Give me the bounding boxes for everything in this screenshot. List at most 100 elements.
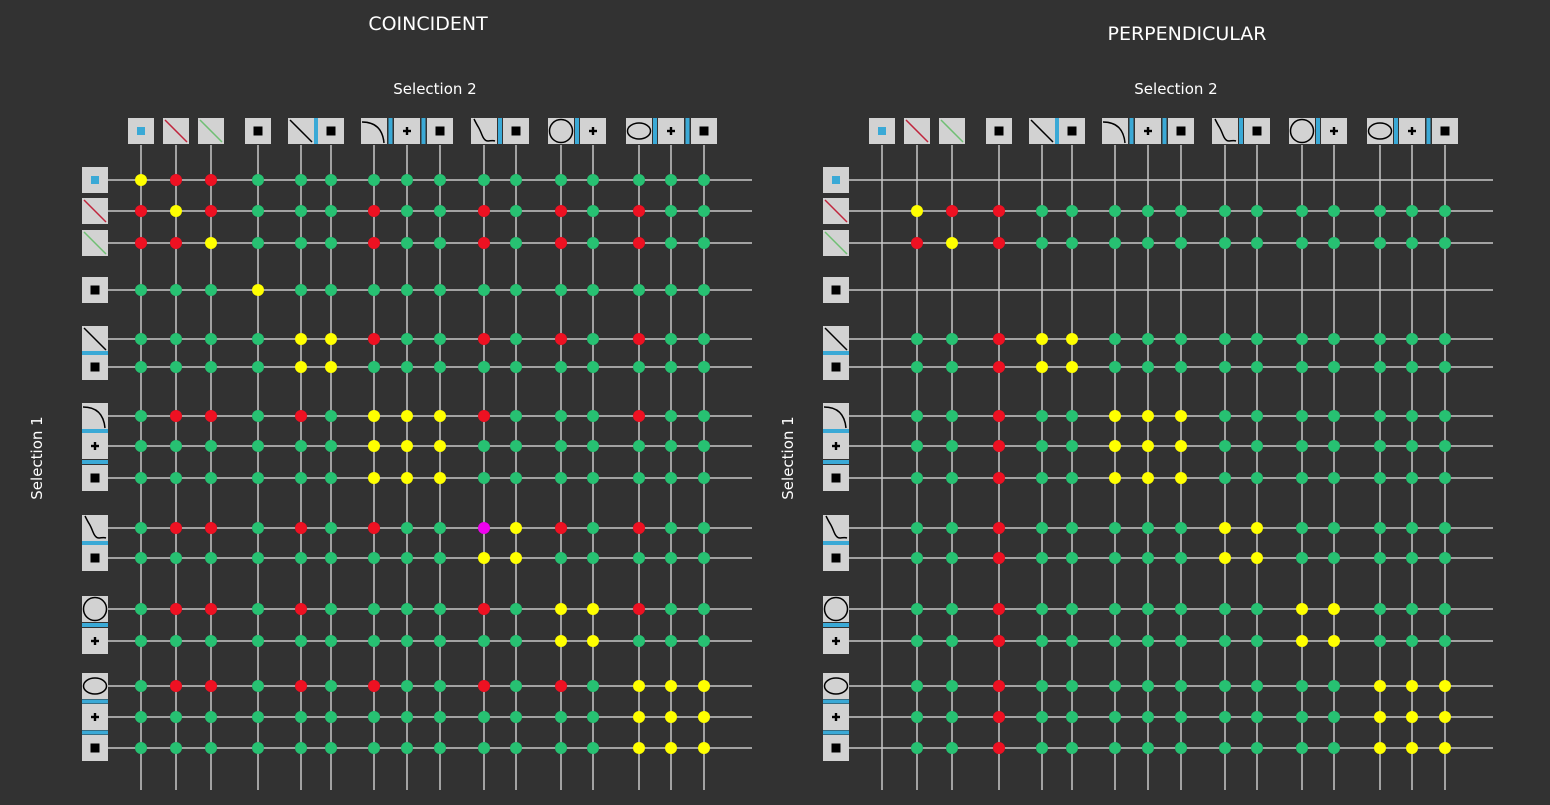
cell-dot-green [587, 711, 599, 723]
point-icon [1059, 118, 1085, 144]
cell-dot-green [325, 174, 337, 186]
cell-dot-green [1109, 680, 1121, 692]
cell-dot-green [698, 410, 710, 422]
cell-dot-green [911, 410, 923, 422]
cell-dot-green [1374, 410, 1386, 422]
spline-icon [823, 515, 849, 541]
cell-dot-green [555, 552, 567, 564]
cell-dot-green [325, 680, 337, 692]
cell-dot-green [295, 205, 307, 217]
ellipse-icon [82, 673, 108, 699]
cell-dot-green [1142, 333, 1154, 345]
cell-dot-green [205, 440, 217, 452]
cell-dot-green [1296, 205, 1308, 217]
cell-dot-green [1439, 333, 1451, 345]
cell-dot-green [1328, 522, 1340, 534]
cell-dot-green [1406, 361, 1418, 373]
cell-dot-yellow [1175, 410, 1187, 422]
cell-dot-green [665, 440, 677, 452]
cell-dot-green [1142, 361, 1154, 373]
cell-dot-green [135, 635, 147, 647]
cell-dot-green [587, 472, 599, 484]
cell-dot-green [252, 237, 264, 249]
point-icon [82, 277, 108, 303]
cell-dot-green [1251, 410, 1263, 422]
cell-dot-yellow [1406, 742, 1418, 754]
cell-dot-yellow [911, 205, 923, 217]
cell-dot-green [252, 742, 264, 754]
cell-dot-green [1219, 333, 1231, 345]
circle-icon [1289, 118, 1315, 144]
cell-dot-green [252, 522, 264, 534]
cell-dot-red [993, 410, 1005, 422]
cell-dot-yellow [665, 680, 677, 692]
group-separator [82, 699, 108, 704]
cell-dot-red [295, 680, 307, 692]
cell-dot-green [1251, 680, 1263, 692]
cell-dot-green [434, 635, 446, 647]
panel-title: PERPENDICULAR [1107, 23, 1267, 45]
cell-dot-green [401, 635, 413, 647]
cell-dot-green [1036, 410, 1048, 422]
center-plus-icon [82, 628, 108, 654]
cell-dot-green [1251, 237, 1263, 249]
cell-dot-green [587, 410, 599, 422]
group-separator [653, 118, 657, 144]
point-icon [823, 277, 849, 303]
cell-dot-green [1109, 522, 1121, 534]
cell-dot-green [205, 361, 217, 373]
cell-dot-green [633, 472, 645, 484]
cell-dot-green [295, 552, 307, 564]
cell-dot-green [587, 237, 599, 249]
cell-dot-green [205, 742, 217, 754]
cell-dot-green [1296, 237, 1308, 249]
cell-dot-yellow [170, 205, 182, 217]
cell-dot-green [1175, 680, 1187, 692]
cell-dot-green [1439, 440, 1451, 452]
ellipse-icon [823, 673, 849, 699]
cell-dot-green [911, 472, 923, 484]
cell-dot-red [555, 205, 567, 217]
group-separator [823, 730, 849, 735]
cell-dot-green [946, 410, 958, 422]
cell-dot-green [1109, 333, 1121, 345]
cell-dot-red [993, 680, 1005, 692]
spline-icon [82, 515, 108, 541]
cell-dot-yellow [1109, 440, 1121, 452]
cell-dot-green [1175, 522, 1187, 534]
cell-dot-green [1219, 742, 1231, 754]
cell-dot-green [1175, 237, 1187, 249]
group-separator [1394, 118, 1398, 144]
cell-dot-green [135, 552, 147, 564]
cell-dot-green [1251, 333, 1263, 345]
cell-dot-yellow [1142, 440, 1154, 452]
cell-dot-green [325, 284, 337, 296]
cell-dot-green [434, 333, 446, 345]
cell-dot-yellow [401, 440, 413, 452]
cell-dot-green [698, 472, 710, 484]
group-separator [575, 118, 579, 144]
group-separator [1426, 118, 1431, 144]
cell-dot-green [252, 440, 264, 452]
cell-dot-green [1328, 472, 1340, 484]
cell-dot-green [1374, 333, 1386, 345]
cell-dot-green [170, 361, 182, 373]
group-separator [1316, 118, 1320, 144]
cell-dot-yellow [1406, 711, 1418, 723]
cell-dot-green [587, 205, 599, 217]
cell-dot-green [510, 680, 522, 692]
cell-dot-green [1142, 522, 1154, 534]
cell-dot-green [510, 410, 522, 422]
line-red-icon [904, 118, 930, 144]
cell-dot-green [911, 680, 923, 692]
cell-dot-green [325, 742, 337, 754]
cell-dot-green [325, 552, 337, 564]
cell-dot-red [170, 410, 182, 422]
cell-dot-red [368, 205, 380, 217]
cell-dot-green [1406, 205, 1418, 217]
center-plus-icon [1135, 118, 1161, 144]
cell-dot-green [401, 361, 413, 373]
cell-dot-red [555, 680, 567, 692]
cell-dot-green [1219, 472, 1231, 484]
cell-dot-green [1406, 472, 1418, 484]
